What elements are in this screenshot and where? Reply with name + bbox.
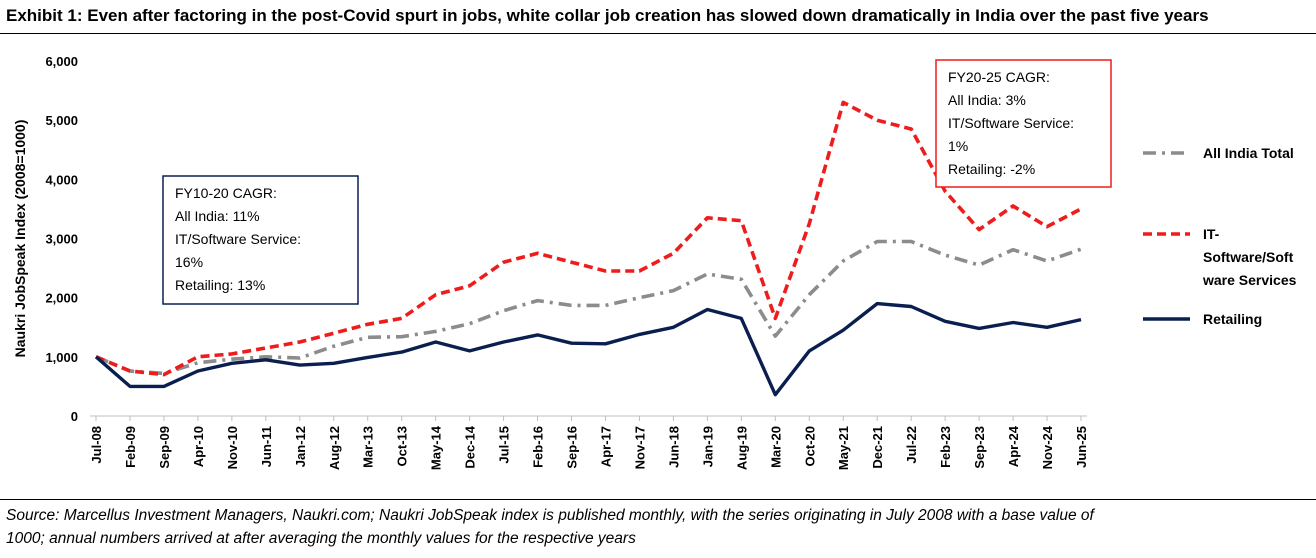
series-line-2 — [94, 301, 1082, 397]
x-tick-label: Mar-13 — [361, 426, 376, 468]
x-tick-label: Jan-12 — [293, 426, 308, 467]
annotation-text: All India: 11% — [175, 208, 260, 224]
legend-label-2: Retailing — [1203, 311, 1262, 327]
y-tick-label: 4,000 — [45, 172, 78, 187]
annotation-text: 1% — [948, 138, 968, 154]
annotation-text: 16% — [175, 254, 203, 270]
x-tick-label: Apr-10 — [191, 426, 206, 467]
y-tick-label: 1,000 — [45, 350, 78, 365]
x-tick-label: Nov-24 — [1040, 425, 1055, 469]
annotation-text: FY10-20 CAGR: — [175, 185, 277, 201]
x-tick-label: Apr-24 — [1006, 425, 1021, 467]
annotation-text: FY20-25 CAGR: — [948, 69, 1050, 85]
annotation-box-fy10-20-cagr — [162, 175, 359, 305]
x-tick-label: Nov-10 — [225, 426, 240, 469]
x-tick-label: Aug-12 — [327, 426, 342, 470]
annotation-text: IT/Software Service: — [948, 115, 1074, 131]
chart: 0 1,000 2,000 3,000 4,000 5,000 6,000 Naukri Jo… — [12, 54, 1297, 470]
x-tick-label: Jul-22 — [904, 426, 919, 464]
source-note: Source: Marcellus Investment Managers, N… — [6, 504, 1306, 550]
annotation-text: IT/Software Service: — [175, 231, 301, 247]
x-tick-label: Dec-21 — [870, 426, 885, 469]
source-line-1: Source: Marcellus Investment Managers, N… — [6, 507, 1094, 524]
x-tick-label: Jun-25 — [1074, 426, 1089, 468]
x-tick-label: Sep-09 — [157, 426, 172, 469]
x-tick-label: Aug-19 — [734, 426, 749, 470]
x-tick-label: Oct-13 — [395, 426, 410, 466]
source-line-2: 1000; annual numbers arrived at after av… — [6, 530, 636, 547]
x-tick-label: May-21 — [836, 426, 851, 470]
annotation-text: All India: 3% — [948, 92, 1026, 108]
series-line-0 — [95, 239, 1082, 376]
x-tick-label: Sep-23 — [972, 426, 987, 469]
legend: All India Total IT-Software/Soft ware Serv… — [1143, 145, 1297, 327]
annotation-box-fy20-25-cagr — [935, 59, 1112, 188]
x-tick-label: Jan-19 — [700, 426, 715, 467]
x-tick-label: May-14 — [429, 425, 444, 470]
legend-label-1: IT-Software/Soft ware Services — [1202, 226, 1297, 288]
x-tick-label: Nov-17 — [632, 426, 647, 469]
x-tick-label: Feb-16 — [531, 426, 546, 468]
annotations: FY10-20 CAGR: All India: 11% IT/Software S… — [162, 59, 1112, 305]
x-tick-label: Feb-23 — [938, 426, 953, 468]
title-divider — [0, 33, 1316, 34]
x-tick-label: Feb-09 — [123, 426, 138, 468]
y-tick-label: 2,000 — [45, 291, 78, 306]
x-tick-label: Oct-20 — [802, 426, 817, 466]
y-tick-label: 6,000 — [45, 54, 78, 69]
y-axis-title: Naukri JobSpeak Index (2008=1000) — [12, 120, 28, 358]
y-tick-label: 5,000 — [45, 113, 78, 128]
series-line-1 — [95, 100, 1082, 377]
x-tick-label: Jun-18 — [666, 426, 681, 468]
x-tick-label: Dec-14 — [463, 425, 478, 468]
x-tick-label: Jul-15 — [497, 426, 512, 464]
footer-divider — [0, 499, 1316, 500]
x-tick-label: Mar-20 — [768, 426, 783, 468]
chart-title: Exhibit 1: Even after factoring in the p… — [6, 6, 1209, 25]
series-layer — [94, 100, 1082, 397]
x-tick-label: Sep-16 — [565, 426, 580, 469]
y-tick-label: 0 — [71, 409, 78, 424]
y-tick-label: 3,000 — [45, 232, 78, 247]
annotation-text: Retailing: -2% — [948, 161, 1035, 177]
axes: 0 1,000 2,000 3,000 4,000 5,000 6,000 Naukri Jo… — [12, 54, 1089, 470]
annotation-text: Retailing: 13% — [175, 277, 265, 293]
x-tick-label: Apr-17 — [598, 426, 613, 467]
x-tick-label: Jun-11 — [259, 426, 274, 467]
legend-label-0: All India Total — [1203, 145, 1294, 161]
x-tick-label: Jul-08 — [89, 426, 104, 464]
